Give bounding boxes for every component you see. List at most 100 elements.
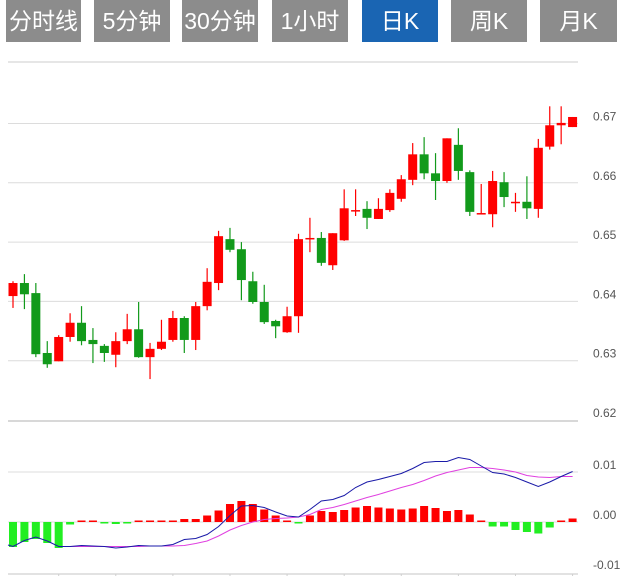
- tab-5min[interactable]: 5分钟: [94, 0, 170, 42]
- candle: [42, 341, 52, 368]
- candle: [168, 310, 178, 342]
- macd-axis-label: -0.01: [593, 558, 621, 572]
- candle-body: [431, 173, 441, 182]
- candle-body: [99, 345, 109, 353]
- dea-line: [70, 467, 573, 547]
- macd-bar: [545, 522, 554, 528]
- candle: [568, 116, 578, 128]
- macd-bar: [534, 522, 543, 534]
- candle: [453, 128, 463, 180]
- macd-bar: [180, 519, 189, 522]
- macd-bar: [283, 520, 292, 522]
- candle: [111, 332, 121, 368]
- macd-bar: [397, 509, 406, 522]
- candle: [545, 106, 555, 150]
- macd-bar: [9, 522, 17, 547]
- macd-axis-label: 0.00: [593, 508, 617, 522]
- candle: [339, 189, 349, 241]
- candle: [236, 242, 246, 301]
- candle-body: [202, 281, 212, 307]
- candle: [19, 274, 29, 310]
- candle-body: [88, 339, 98, 345]
- candle-body: [385, 192, 395, 211]
- candle-body: [271, 320, 281, 327]
- macd-bar: [500, 522, 509, 527]
- candle-body: [156, 341, 166, 349]
- candle: [385, 189, 395, 212]
- tab-30min[interactable]: 30分钟: [182, 0, 258, 42]
- candle: [202, 268, 212, 311]
- price-axis-label: 0.66: [593, 169, 617, 183]
- candle-body: [225, 239, 235, 250]
- candle-body: [214, 236, 224, 284]
- candle-body: [145, 348, 155, 358]
- candle: [248, 271, 258, 304]
- candle-body: [396, 179, 406, 199]
- candle-body: [522, 201, 532, 209]
- candle-body: [556, 122, 566, 126]
- candle-body: [248, 281, 258, 302]
- macd-bar: [77, 520, 86, 522]
- macd-bar: [568, 518, 577, 522]
- macd-bar: [191, 519, 200, 522]
- candle-body: [31, 293, 41, 355]
- candle: [294, 233, 303, 333]
- tab-monthly-k[interactable]: 月K: [540, 0, 617, 42]
- candle-body: [339, 208, 349, 241]
- candle: [259, 284, 269, 324]
- candle: [122, 313, 132, 345]
- candle-body: [77, 322, 87, 342]
- x-axis-ticks: [58, 574, 574, 576]
- candle: [191, 301, 201, 351]
- macd-bar: [43, 522, 52, 543]
- macd-bar: [328, 512, 337, 522]
- macd-bar: [431, 508, 440, 522]
- macd-bar: [20, 522, 29, 542]
- candle: [54, 335, 64, 362]
- macd-bar: [54, 522, 63, 548]
- candle-body: [54, 336, 64, 362]
- macd-bar: [123, 522, 132, 524]
- macd-bar: [477, 520, 486, 522]
- tab-intraday[interactable]: 分时线: [6, 0, 81, 42]
- macd-bar: [100, 522, 109, 524]
- candle-body: [134, 329, 144, 358]
- candle-body: [476, 213, 486, 215]
- candle: [225, 227, 235, 253]
- macd-bar: [351, 507, 360, 522]
- candle-body: [442, 138, 452, 182]
- candle: [533, 138, 543, 218]
- candle: [431, 153, 441, 200]
- candle-body: [465, 172, 475, 212]
- candle-body: [8, 283, 18, 297]
- macd-bar: [260, 509, 269, 522]
- macd-bar: [454, 510, 463, 522]
- candle-body: [328, 233, 338, 266]
- macd-bar: [146, 520, 155, 522]
- candle-body: [488, 181, 498, 215]
- candle-body: [351, 210, 361, 212]
- candle-body: [419, 154, 429, 174]
- candle-body: [168, 318, 178, 340]
- macd-bar: [374, 507, 383, 522]
- candle-body: [179, 318, 189, 340]
- candle-body: [453, 144, 463, 171]
- macd-bar: [385, 508, 394, 522]
- candle-body: [510, 201, 520, 204]
- candle-body: [191, 306, 201, 340]
- candle: [476, 183, 486, 215]
- period-tabs: 分时线 5分钟 30分钟 1小时 日K 周K 月K: [0, 0, 639, 42]
- macd-bar: [237, 501, 246, 522]
- macd-bar: [31, 522, 40, 539]
- candle-body: [533, 147, 543, 209]
- candle-body: [19, 283, 29, 295]
- tab-daily-k[interactable]: 日K: [362, 0, 438, 42]
- candle: [510, 192, 520, 212]
- tab-1hour[interactable]: 1小时: [272, 0, 348, 42]
- candle: [488, 170, 498, 228]
- macd-bar: [111, 522, 120, 524]
- candle: [77, 306, 87, 346]
- candle: [179, 316, 189, 353]
- tab-weekly-k[interactable]: 周K: [451, 0, 527, 42]
